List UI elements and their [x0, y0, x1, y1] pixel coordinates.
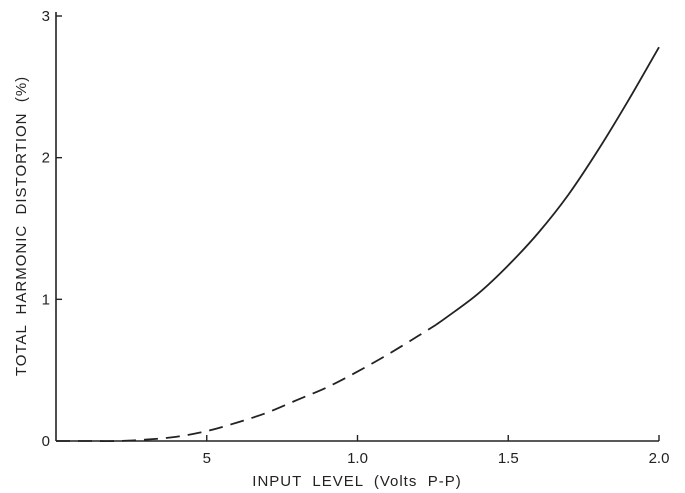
- y-tick-label: 2: [42, 150, 50, 167]
- x-tick-label: 1.0: [347, 450, 368, 467]
- series: [56, 46, 660, 443]
- y-axis-title: TOTAL HARMONIC DISTORTION (%): [13, 76, 30, 376]
- x-tick-label: 5: [203, 450, 211, 467]
- y-tick-label: 0: [42, 433, 50, 450]
- x-tick-label: 2.0: [649, 450, 670, 467]
- x-axis-title: INPUT LEVEL (Volts P-P): [252, 473, 461, 490]
- y-tick-label: 1: [42, 291, 50, 308]
- y-tick-label: 3: [42, 8, 50, 25]
- series-line-dashed: [56, 324, 437, 443]
- series-line-solid: [435, 46, 660, 326]
- ticks: 5 1.0 1.5 2.0 0 1 2 3: [42, 8, 670, 467]
- axes: [55, 12, 659, 442]
- x-tick-label: 1.5: [498, 450, 519, 467]
